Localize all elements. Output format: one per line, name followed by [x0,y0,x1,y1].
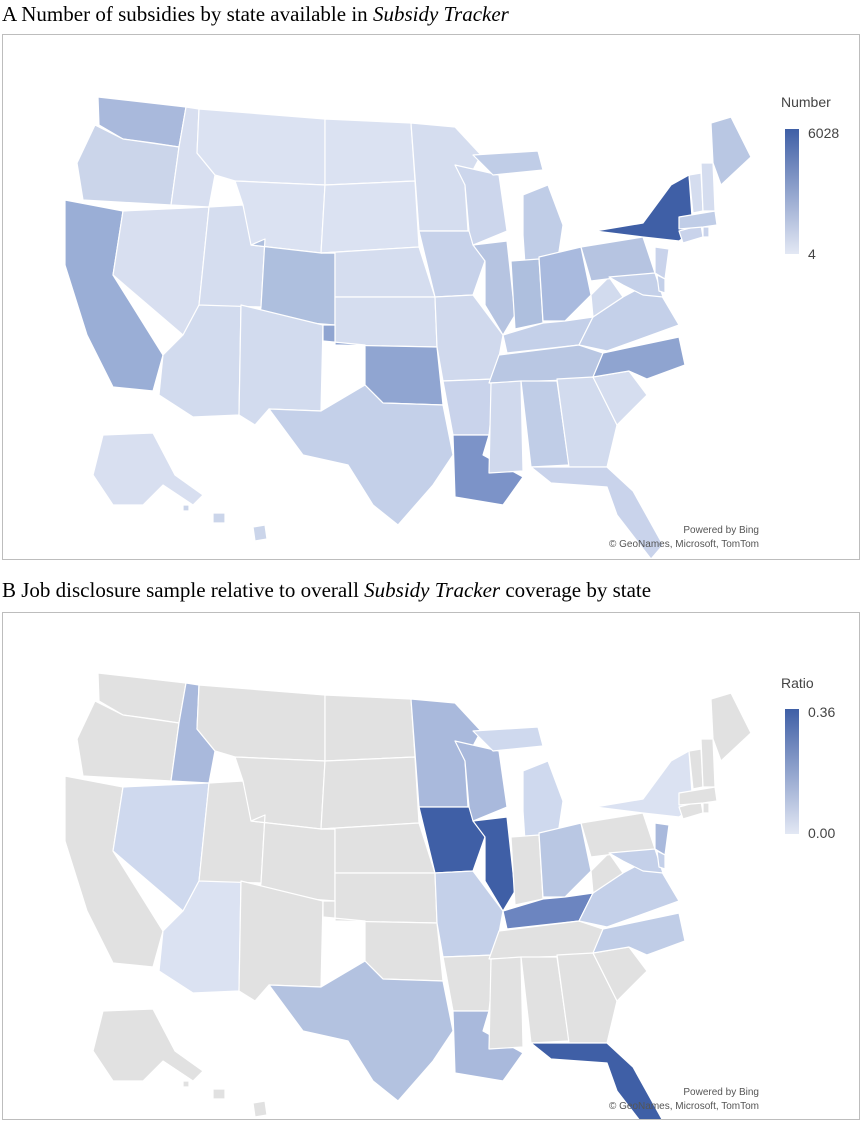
panel-b-legend-bar [785,709,799,834]
state-la [452,1010,524,1082]
panel-b-caption-text: B Job disclosure sample relative to over… [2,578,365,602]
state-sd [320,756,420,830]
state-nd [324,118,416,186]
state-de [656,850,666,870]
state-ks [334,296,438,348]
panel-b-caption-suffix: coverage by state [500,578,652,602]
state-me [710,692,752,762]
state-nj [654,246,670,280]
state-ne [320,246,436,298]
panel-b-caption-italic: Subsidy Tracker [364,578,501,602]
panel-a-legend-min: 4 [808,246,816,262]
state-nc [592,912,686,956]
panel-a-map: Number 6028 4 Powered by Bing © GeoNames… [2,34,860,560]
panel-b-legend-title: Ratio [781,675,814,691]
state-de [656,274,666,294]
state-nh [700,162,716,212]
panel-b-attribution-line2: © GeoNames, Microsoft, TomTom [609,1101,759,1112]
state-ri [702,802,710,814]
state-nd [324,694,416,762]
state-oh [538,822,592,898]
panel-a-attribution: Powered by Bing © GeoNames, Microsoft, T… [609,524,759,552]
state-in [510,258,544,330]
panel-b-attribution-line1: Powered by Bing [683,1087,759,1098]
state-la [452,434,524,506]
panel-a-legend-title: Number [781,94,831,110]
state-ny [594,750,694,818]
state-ak [92,432,204,506]
state-nh [700,738,716,788]
state-wv [590,852,624,894]
state-md [608,272,664,298]
panel-b-attribution: Powered by Bing © GeoNames, Microsoft, T… [609,1086,759,1114]
state-fl [530,1042,663,1119]
state-ri [702,226,710,238]
state-ne [320,822,436,874]
panel-a-caption-text: A Number of subsidies by state available… [2,2,373,26]
state-tx [268,384,454,526]
state-nm [238,304,324,426]
state-ak [92,1008,204,1082]
state-ms [488,956,524,1050]
state-oh [538,246,592,322]
state-mt [196,684,326,762]
panel-a-attribution-line1: Powered by Bing [683,525,759,536]
panel-a-caption: A Number of subsidies by state available… [2,2,509,27]
state-ar [442,378,496,436]
panel-a-legend-bar [785,129,799,254]
state-ar [442,954,496,1012]
state-ma [678,786,718,806]
state-nj [654,822,670,856]
panel-a-map-svg [64,96,752,559]
state-ga [556,376,618,468]
state-ks [334,872,438,924]
panel-b-legend-max: 0.36 [808,704,836,720]
state-me [710,116,752,186]
panel-a-attribution-line2: © GeoNames, Microsoft, TomTom [609,539,759,550]
state-tx [268,960,454,1102]
panel-b-legend-min: 0.00 [808,825,836,841]
state-nc [592,336,686,380]
panel-a-caption-italic: Subsidy Tracker [372,2,509,26]
state-mt [196,108,326,186]
state-ma [678,210,718,230]
panel-b-caption: B Job disclosure sample relative to over… [2,578,651,603]
state-md [608,848,664,874]
state-ia [418,806,486,874]
state-ga [556,952,618,1044]
state-ms [488,380,524,474]
state-sd [320,180,420,254]
state-fl [530,466,664,559]
state-wv [590,276,624,318]
state-ny [594,174,694,242]
state-ia [418,230,486,298]
state-in [510,834,544,906]
panel-b-map-svg [64,672,752,1119]
panel-b-map: Ratio 0.36 0.00 Powered by Bing © GeoNam… [2,612,860,1120]
panel-a-legend-max: 6028 [808,125,840,141]
state-hi [182,1080,268,1118]
state-nm [238,880,324,1002]
state-hi [182,504,268,542]
